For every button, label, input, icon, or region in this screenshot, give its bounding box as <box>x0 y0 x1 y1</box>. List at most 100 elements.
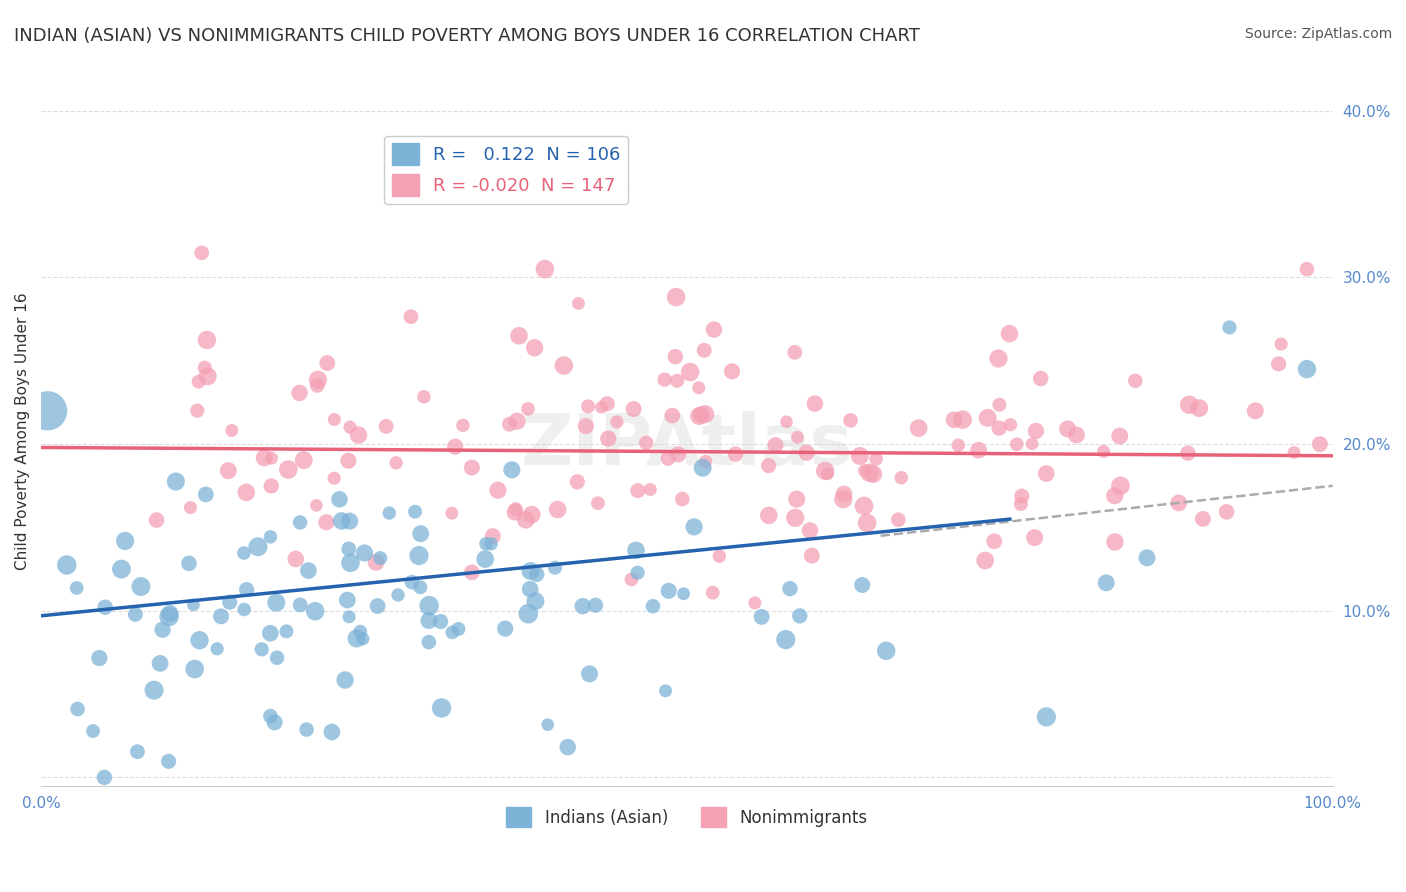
Point <box>498 417 520 432</box>
Point <box>114 533 136 548</box>
Point <box>364 555 387 569</box>
Point <box>967 443 990 458</box>
Point <box>349 624 371 639</box>
Text: INDIAN (ASIAN) VS NONIMMIGRANTS CHILD POVERTY AMONG BOYS UNDER 16 CORRELATION CH: INDIAN (ASIAN) VS NONIMMIGRANTS CHILD PO… <box>14 27 920 45</box>
Point <box>1005 437 1028 451</box>
Point <box>129 580 152 594</box>
Point <box>89 651 111 665</box>
Point <box>339 556 361 570</box>
Point <box>654 683 676 698</box>
Point <box>853 464 876 478</box>
Point <box>209 609 232 624</box>
Point <box>517 401 540 416</box>
Point <box>578 666 600 681</box>
Point <box>591 401 613 415</box>
Point <box>157 609 180 624</box>
Point <box>159 607 181 621</box>
Point <box>1035 710 1057 724</box>
Point <box>839 413 862 427</box>
Point <box>259 709 281 723</box>
Point <box>758 458 780 473</box>
Point <box>93 771 115 785</box>
Point <box>307 378 329 392</box>
Point <box>323 471 346 485</box>
Point <box>952 412 974 426</box>
Point <box>1011 489 1033 503</box>
Point <box>1029 371 1052 385</box>
Point <box>887 513 910 527</box>
Point <box>865 451 887 466</box>
Point <box>235 485 257 500</box>
Point <box>307 373 329 387</box>
Point <box>571 599 593 614</box>
Point <box>943 413 966 427</box>
Point <box>661 409 683 423</box>
Point <box>250 642 273 657</box>
Point <box>751 610 773 624</box>
Point <box>260 479 283 493</box>
Point <box>1270 337 1292 351</box>
Point <box>266 650 288 665</box>
Point <box>693 343 716 358</box>
Point <box>295 723 318 737</box>
Point <box>440 506 463 520</box>
Point <box>292 453 315 467</box>
Point <box>1177 446 1199 460</box>
Point <box>259 626 281 640</box>
Point <box>666 374 689 388</box>
Point <box>430 701 453 715</box>
Point <box>508 328 530 343</box>
Point <box>387 588 409 602</box>
Point <box>1056 422 1078 436</box>
Point <box>482 529 505 543</box>
Point <box>695 454 717 468</box>
Point <box>232 546 254 560</box>
Legend: Indians (Asian), Nonimmigrants: Indians (Asian), Nonimmigrants <box>499 800 875 834</box>
Point <box>413 390 436 404</box>
Point <box>277 462 299 476</box>
Point <box>703 322 725 336</box>
Point <box>378 506 401 520</box>
Point <box>796 446 818 460</box>
Point <box>517 607 540 621</box>
Point <box>1218 320 1240 334</box>
Point <box>983 534 1005 549</box>
Point <box>627 483 650 498</box>
Point <box>1109 479 1132 493</box>
Point <box>194 487 217 501</box>
Point <box>259 530 281 544</box>
Point <box>233 602 256 616</box>
Point <box>988 421 1011 435</box>
Point <box>56 558 79 572</box>
Point <box>575 419 598 434</box>
Point <box>1296 262 1319 277</box>
Point <box>246 540 269 554</box>
Point <box>596 397 619 411</box>
Point <box>858 466 880 480</box>
Point <box>197 369 219 384</box>
Point <box>1025 424 1047 438</box>
Point <box>288 386 311 401</box>
Point <box>1244 404 1267 418</box>
Point <box>849 449 872 463</box>
Point <box>177 557 200 571</box>
Point <box>974 553 997 567</box>
Point <box>429 615 451 629</box>
Point <box>333 673 356 687</box>
Point <box>323 412 346 426</box>
Point <box>785 511 807 525</box>
Point <box>654 373 676 387</box>
Point <box>948 438 970 452</box>
Point <box>1010 497 1032 511</box>
Point <box>586 496 609 510</box>
Point <box>832 487 855 501</box>
Point <box>1267 357 1289 371</box>
Point <box>418 599 440 613</box>
Point <box>832 492 855 507</box>
Point <box>520 508 543 522</box>
Point <box>523 341 546 355</box>
Point <box>547 502 569 516</box>
Point <box>758 508 780 523</box>
Point <box>1000 417 1022 432</box>
Point <box>765 438 787 452</box>
